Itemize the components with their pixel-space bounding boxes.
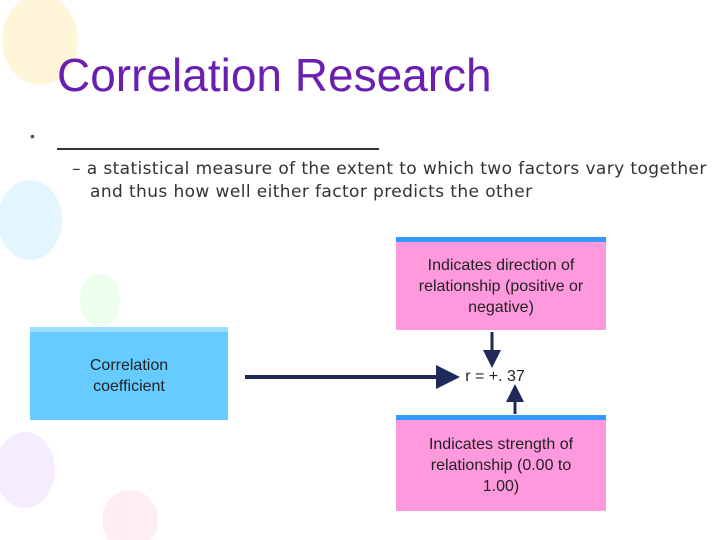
strength-box: Indicates strength of relationship (0.00…: [396, 415, 606, 511]
bullet: •: [30, 128, 35, 144]
direction-box: Indicates direction of relationship (pos…: [396, 237, 606, 330]
slide-title: Correlation Research: [57, 49, 492, 101]
balloon-decoration: [0, 0, 158, 540]
coefficient-box: Correlation coefficient: [30, 327, 228, 420]
blank-line: [57, 148, 379, 150]
definition: – a statistical measure of the extent to…: [72, 159, 707, 202]
coefficient-value: r = +. 37: [465, 367, 525, 385]
